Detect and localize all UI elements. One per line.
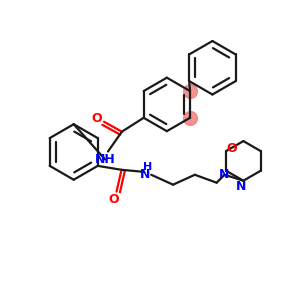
Text: N: N: [140, 168, 151, 181]
Text: N: N: [236, 180, 247, 193]
Text: NH: NH: [95, 153, 116, 166]
Text: O: O: [92, 112, 102, 125]
Text: N: N: [219, 168, 230, 181]
Text: H: H: [142, 162, 152, 172]
Text: O: O: [227, 142, 238, 154]
Text: O: O: [108, 193, 119, 206]
